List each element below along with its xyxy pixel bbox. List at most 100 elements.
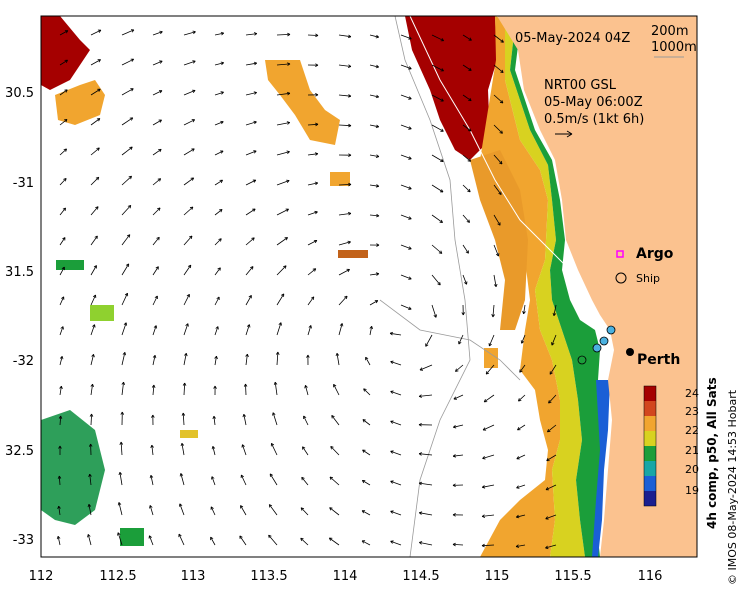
- current-vector: [462, 34, 472, 41]
- current-vector-head: [154, 295, 158, 300]
- current-vector-head: [519, 369, 523, 373]
- current-vector-head: [186, 293, 190, 298]
- current-vector-head: [347, 64, 352, 68]
- current-vector-head: [61, 296, 65, 300]
- current-vector: [245, 121, 257, 126]
- current-vector: [180, 473, 185, 486]
- current-vector: [453, 424, 464, 428]
- current-vector: [400, 34, 412, 40]
- current-vector: [369, 214, 380, 217]
- current-vector-head: [499, 130, 503, 134]
- current-vector-head: [347, 240, 351, 245]
- current-vector: [462, 214, 470, 223]
- current-vector-head: [347, 211, 352, 216]
- current-vector-head: [458, 341, 462, 345]
- current-vector-head: [273, 381, 278, 386]
- current-vector-head: [390, 510, 394, 514]
- current-vector: [183, 119, 195, 126]
- current-vector-head: [220, 31, 225, 36]
- current-vector: [452, 544, 464, 546]
- current-vector-head: [272, 412, 276, 416]
- current-vector-head: [329, 476, 333, 481]
- current-vector-head: [150, 444, 154, 449]
- current-vector: [90, 294, 96, 306]
- current-vector-head: [375, 184, 380, 188]
- current-vector: [276, 180, 290, 186]
- current-vector: [268, 534, 278, 546]
- current-vector-head: [500, 69, 504, 73]
- perth-marker: [626, 348, 634, 356]
- current-vector: [152, 60, 163, 66]
- current-vector: [431, 274, 441, 286]
- current-vector: [90, 88, 101, 96]
- current-vector: [362, 449, 371, 456]
- current-vector: [330, 446, 340, 456]
- current-vector-head: [419, 541, 423, 545]
- current-vector-head: [495, 253, 500, 257]
- current-vector-head: [516, 514, 520, 519]
- current-vector: [419, 453, 433, 456]
- current-vector-head: [425, 343, 429, 347]
- current-vector: [242, 444, 247, 456]
- current-vector: [363, 388, 371, 396]
- colorbar-tick: 19: [685, 484, 699, 497]
- current-vector-head: [285, 208, 289, 212]
- current-vector-head: [331, 415, 335, 419]
- current-vector-head: [408, 66, 412, 70]
- current-vector-head: [181, 412, 186, 416]
- current-vector-head: [315, 122, 319, 127]
- current-vector: [419, 482, 433, 486]
- current-vector: [419, 542, 433, 546]
- current-vector-head: [347, 34, 352, 39]
- current-vector-head: [95, 176, 100, 181]
- current-vector-head: [240, 474, 244, 479]
- current-vector-head: [62, 207, 66, 211]
- current-vector-head: [390, 390, 394, 394]
- current-vector: [152, 148, 162, 156]
- current-vector: [59, 59, 68, 66]
- current-vector-head: [348, 123, 352, 128]
- current-vector: [178, 533, 185, 546]
- current-vector-head: [468, 67, 472, 71]
- current-vector-head: [64, 89, 68, 93]
- current-vector: [268, 504, 278, 516]
- current-vector-head: [453, 396, 457, 400]
- current-vector: [243, 414, 247, 426]
- current-vector: [183, 90, 196, 96]
- x-tick-label: 114.5: [402, 569, 440, 584]
- current-vector-head: [251, 237, 255, 241]
- y-tick-label: -32: [12, 354, 34, 369]
- current-vector-head: [374, 300, 379, 304]
- current-vector: [183, 294, 190, 306]
- current-vector: [462, 64, 472, 71]
- current-vector: [276, 265, 287, 276]
- ship-marker: [615, 272, 627, 284]
- current-vector-head: [129, 146, 133, 150]
- current-vector: [245, 208, 256, 216]
- current-vector: [493, 184, 502, 195]
- current-vector-head: [362, 449, 366, 453]
- current-vector-head: [63, 148, 67, 152]
- x-tick-label: 113.5: [250, 569, 288, 584]
- current-vector-head: [308, 325, 312, 329]
- current-vector: [90, 235, 98, 246]
- current-vector: [239, 535, 247, 546]
- current-vector-head: [242, 413, 247, 418]
- current-vector: [462, 184, 471, 193]
- current-vector-head: [190, 177, 195, 181]
- current-vector: [245, 92, 257, 96]
- current-vector: [482, 484, 495, 488]
- current-vector-head: [91, 354, 95, 358]
- current-vector-head: [467, 188, 471, 193]
- current-vector: [240, 505, 247, 516]
- current-vector: [90, 413, 92, 426]
- current-vector: [307, 325, 312, 336]
- current-vector-head: [243, 383, 248, 387]
- current-vector-head: [375, 124, 380, 129]
- current-vector-head: [189, 206, 194, 210]
- argo-legend-label: Argo: [636, 246, 674, 262]
- x-tick-label: 116: [637, 569, 663, 584]
- current-vector: [419, 512, 433, 516]
- current-vector: [214, 356, 217, 366]
- current-vector-head: [268, 504, 273, 508]
